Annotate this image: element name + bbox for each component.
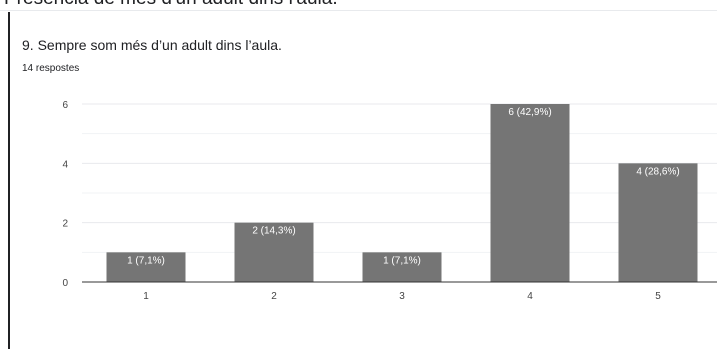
- response-count: 14 respostes: [22, 63, 80, 74]
- data-label: 4 (28,6%): [636, 166, 679, 177]
- data-label: 1 (7,1%): [127, 255, 165, 266]
- bar-1: [106, 252, 186, 282]
- y-tick-label: 6: [62, 100, 68, 111]
- x-tick-label: 2: [271, 291, 277, 302]
- data-label: 1 (7,1%): [383, 255, 421, 266]
- divider: [0, 10, 717, 11]
- question-title: 9. Sempre som més d’un adult dins l’aula…: [22, 37, 282, 53]
- data-label: 6 (42,9%): [508, 107, 551, 118]
- grid-lines: [82, 103, 717, 253]
- x-tick-label: 1: [143, 291, 149, 302]
- data-label: 2 (14,3%): [252, 226, 295, 237]
- x-tick-label: 5: [655, 291, 661, 302]
- bar-2: [234, 222, 314, 282]
- y-tick-label: 2: [62, 219, 68, 230]
- section-title: Presència de més d'un adult dins l'aula.: [4, 0, 338, 10]
- left-accent-bar: [8, 12, 10, 349]
- x-tick-label: 4: [527, 291, 533, 302]
- axes: 0 2 4 6 1 2 3 4 5: [62, 100, 717, 302]
- bars: 1 (7,1%) 2 (14,3%) 1 (7,1%) 6 (42,9%) 4 (28,…: [106, 104, 698, 282]
- y-tick-label: 0: [62, 278, 68, 289]
- bar-5: [618, 163, 698, 282]
- x-tick-label: 3: [399, 291, 405, 302]
- bar-3: [362, 252, 442, 282]
- y-tick-label: 4: [62, 159, 68, 170]
- bar-4: [490, 104, 570, 282]
